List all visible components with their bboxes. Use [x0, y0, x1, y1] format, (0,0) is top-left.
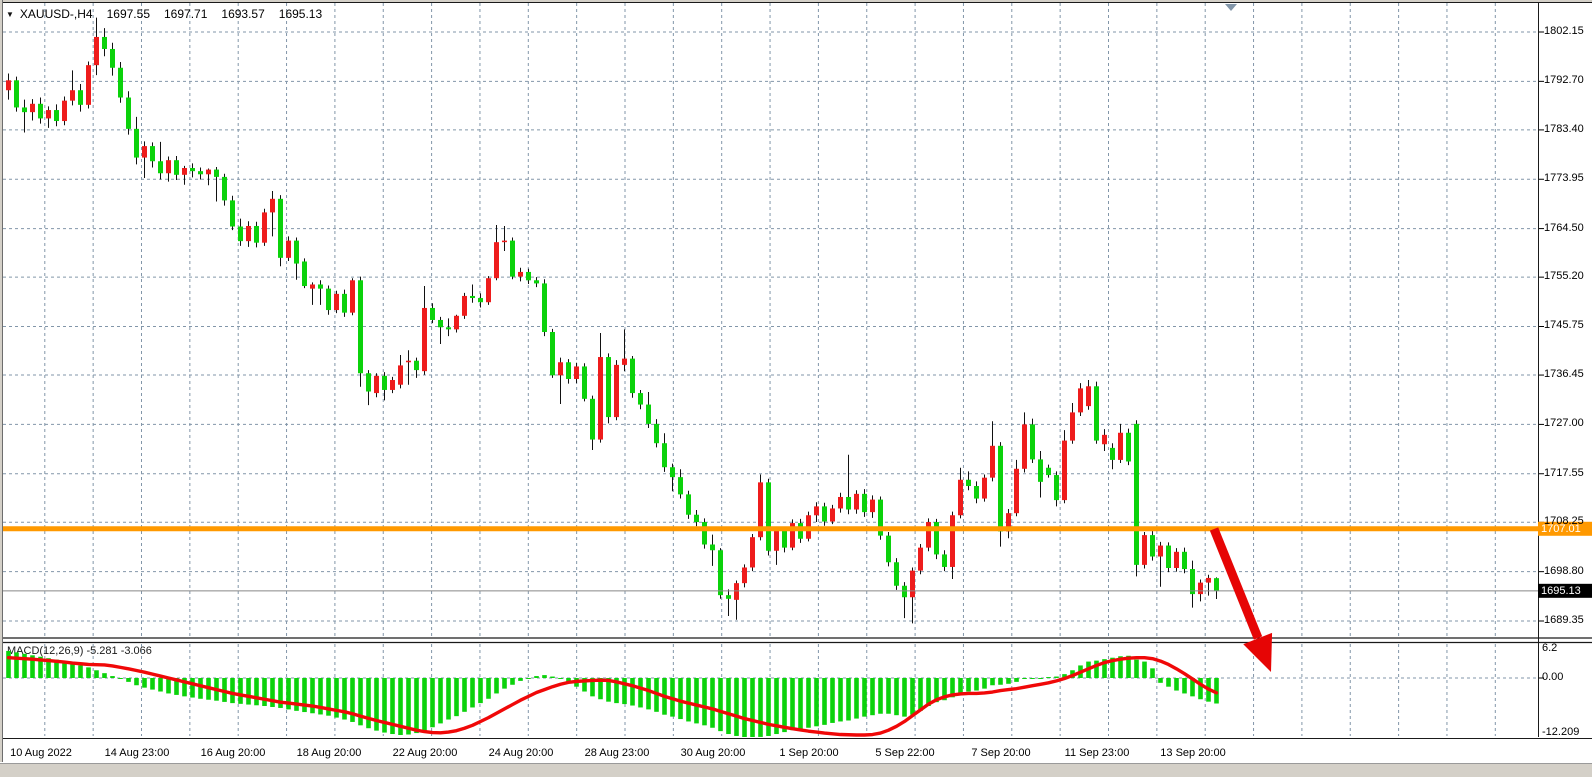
chart-shift-marker-icon[interactable]	[1225, 4, 1237, 11]
status-strip	[0, 763, 1592, 773]
candles-series	[6, 17, 1219, 624]
time-axis-label: 10 Aug 2022	[10, 747, 72, 759]
time-axis-label: 28 Aug 23:00	[584, 747, 650, 759]
time-axis-label: 30 Aug 20:00	[680, 747, 746, 759]
time-axis-label: 22 Aug 20:00	[392, 747, 458, 759]
time-axis-label: 13 Sep 20:00	[1160, 747, 1226, 759]
price-axis-label: 1727.00	[1544, 417, 1584, 430]
window-left-border	[0, 0, 3, 762]
support-price-tag: 1707.01	[1541, 522, 1581, 535]
quote-low: 1693.57	[221, 7, 265, 21]
time-axis-label: 7 Sep 20:00	[971, 747, 1031, 759]
quote-high: 1697.71	[164, 7, 208, 21]
price-axis-label: 1783.40	[1544, 122, 1584, 135]
time-axis-label: 24 Aug 20:00	[488, 747, 554, 759]
price-axis-label: 1736.45	[1544, 368, 1584, 381]
macd-axis-label: -12.209	[1542, 726, 1580, 738]
quote-open: 1697.55	[106, 7, 150, 21]
symbol-expand-icon[interactable]: ▼	[6, 9, 14, 19]
time-axis-label: 14 Aug 23:00	[104, 747, 170, 759]
price-axis-label: 1708.25	[1544, 515, 1584, 528]
time-axis-label: 16 Aug 20:00	[200, 747, 266, 759]
price-axis-label: 1698.80	[1544, 564, 1584, 577]
price-axis-label: 1755.20	[1544, 270, 1584, 283]
price-axis-label: 1745.75	[1544, 319, 1584, 332]
symbol-timeframe-label: XAUUSD-,H4	[19, 7, 93, 21]
window-top-border	[0, 0, 1592, 3]
price-axis-label: 1689.35	[1544, 613, 1584, 626]
time-axis-label: 1 Sep 20:00	[779, 747, 839, 759]
macd-histogram	[6, 650, 1219, 737]
time-axis-label: 18 Aug 20:00	[296, 747, 362, 759]
price-axis-label: 1792.70	[1544, 74, 1584, 87]
time-axis[interactable]	[0, 738, 1592, 764]
macd-indicator-label: MACD(12,26,9) -5.281 -3.066	[7, 645, 152, 657]
time-axis-label: 5 Sep 22:00	[875, 747, 935, 759]
price-axis-label: 1717.55	[1544, 466, 1584, 479]
bid-price-tag: 1695.13	[1541, 584, 1581, 597]
macd-axis-label: 6.2	[1542, 642, 1558, 654]
quote-close: 1695.13	[278, 7, 323, 21]
time-axis-label: 11 Sep 23:00	[1064, 747, 1130, 759]
price-axis-label: 1802.15	[1544, 25, 1584, 37]
macd-axis-label: 0.00	[1542, 671, 1564, 683]
macd-signal-line	[6, 656, 1219, 737]
price-axis-label: 1773.95	[1544, 172, 1584, 185]
quote-header: ▼ XAUUSD-,H4 1697.55 1697.71 1693.57 169…	[6, 7, 322, 21]
trend-arrow[interactable]	[1209, 527, 1273, 672]
price-axis-label: 1764.50	[1544, 221, 1584, 234]
